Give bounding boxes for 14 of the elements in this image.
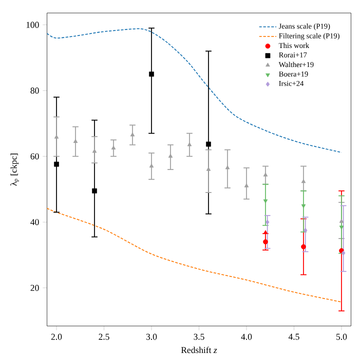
x-tick-label: 3.0 [146, 334, 157, 340]
y-tick-label: 20 [30, 284, 39, 291]
x-tick-label: 4.0 [241, 334, 252, 340]
x-tick-label: 2.0 [51, 334, 62, 340]
x-tick-label: 3.5 [194, 334, 204, 340]
x-axis-title: Redshift z [181, 346, 217, 354]
y-tick-label: 80 [30, 88, 39, 94]
x-tick-label: 4.5 [288, 334, 300, 340]
x-tick-label: 2.5 [98, 334, 110, 340]
y-tick-label: 40 [30, 219, 39, 226]
y-tick-label: 100 [26, 22, 39, 28]
y-axis-title: λ$_{p}$ [ckpc] [10, 154, 19, 186]
y-tick-label: 60 [30, 153, 39, 160]
x-tick-label: 5.0 [336, 334, 347, 340]
